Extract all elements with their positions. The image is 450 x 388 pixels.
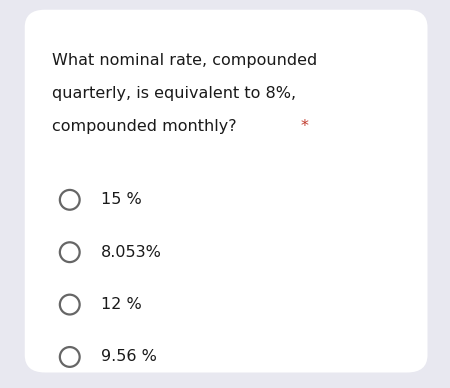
Ellipse shape <box>60 190 80 210</box>
Ellipse shape <box>60 242 80 262</box>
Text: *: * <box>300 119 308 133</box>
Text: 12 %: 12 % <box>101 297 142 312</box>
Text: What nominal rate, compounded: What nominal rate, compounded <box>52 53 317 68</box>
Ellipse shape <box>60 347 80 367</box>
Text: 8.053%: 8.053% <box>101 245 162 260</box>
Text: quarterly, is equivalent to 8%,: quarterly, is equivalent to 8%, <box>52 86 296 100</box>
Text: 15 %: 15 % <box>101 192 142 207</box>
Ellipse shape <box>60 294 80 315</box>
Text: 9.56 %: 9.56 % <box>101 350 157 364</box>
Text: compounded monthly?: compounded monthly? <box>52 119 242 133</box>
FancyBboxPatch shape <box>25 10 427 372</box>
